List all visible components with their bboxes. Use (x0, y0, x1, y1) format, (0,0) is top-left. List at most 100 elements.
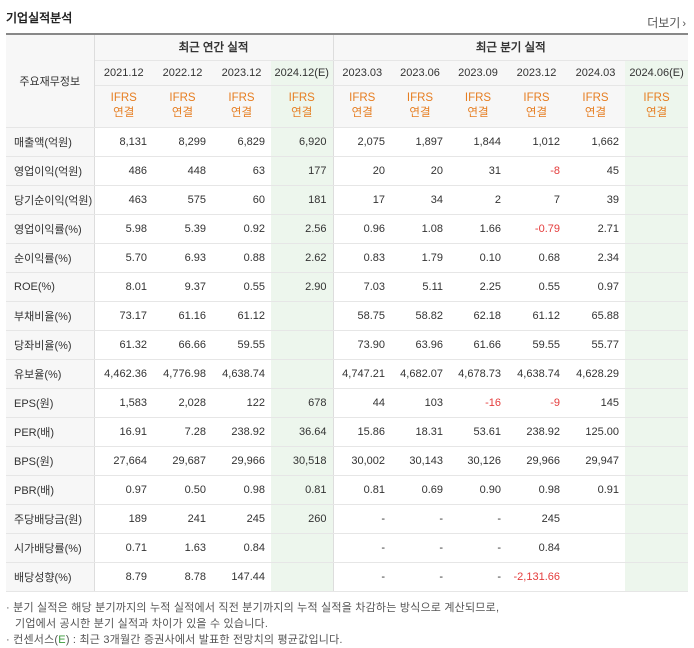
note-line: 기업에서 공시한 분기 실적과 차이가 있을 수 있습니다. (15, 618, 269, 630)
section-title: 기업실적분석 (6, 11, 73, 25)
table-cell: 0.98 (212, 475, 271, 505)
row-header-label: 주요재무정보 (6, 33, 95, 128)
table-cell: 39 (566, 185, 625, 215)
table-cell: 0.97 (566, 272, 625, 302)
period-header: 2024.06(E) (625, 60, 689, 86)
table-cell: 245 (212, 503, 271, 534)
table-cell: 61.12 (507, 300, 566, 331)
table-cell: - (333, 503, 391, 534)
row-label: 매출액(억원) (6, 127, 95, 157)
table-cell: 0.10 (449, 243, 507, 273)
ifrs-text: IFRS (110, 92, 137, 104)
table-cell: -2,131.66 (507, 562, 566, 592)
table-cell: 0.84 (212, 533, 271, 563)
table-row: 당좌비율(%) 61.32 66.66 59.55 73.90 63.96 61.66 59.… (6, 330, 689, 360)
row-label: 순이익률(%) (6, 243, 95, 273)
table-cell: 2,028 (153, 387, 212, 418)
table-cell: 0.71 (94, 533, 153, 563)
table-cell: - (333, 562, 391, 592)
table-cell: - (449, 503, 507, 534)
table-cell: 17 (333, 185, 391, 215)
table-cell: 238.92 (212, 417, 271, 447)
table-cell: 58.82 (391, 300, 449, 331)
period-header: 2022.12 (153, 60, 212, 86)
table-cell: 4,776.98 (153, 359, 212, 389)
table-cell: 53.61 (449, 417, 507, 447)
table-cell: 5.11 (391, 272, 449, 302)
table-cell: 4,462.36 (94, 359, 153, 389)
table-cell: 4,628.29 (566, 359, 625, 389)
table-cell: 8,299 (153, 127, 212, 157)
consolidated-text: 연결 (525, 107, 548, 119)
period-header: 2023.12 (212, 60, 271, 86)
period-header: 2023.03 (333, 60, 391, 86)
table-cell: 103 (391, 387, 449, 418)
table-cell: 8,131 (94, 127, 153, 157)
table-cell (625, 330, 689, 360)
table-cell: 61.12 (212, 300, 271, 331)
table-cell: 245 (507, 503, 566, 534)
table-cell: 61.16 (153, 300, 212, 331)
table-cell (625, 562, 689, 592)
group-annual: 최근 연간 실적 (94, 33, 334, 61)
table-cell: 181 (271, 185, 334, 215)
consolidated-text: 연결 (351, 107, 373, 119)
table-cell: -8 (507, 156, 566, 186)
table-body: 매출액(억원) 8,131 8,299 6,829 6,920 2,075 1,897 1,8… (6, 127, 689, 592)
table-cell: - (391, 533, 449, 563)
table-cell: 9.37 (153, 272, 212, 302)
table-cell: 31 (449, 156, 507, 186)
note-line: · 컨센서스(E) : 최근 3개월간 증권사에서 발표한 전망치의 평균값입니… (6, 632, 499, 648)
table-row: 주당배당금(원) 189 241 245 260- - -245 (6, 503, 689, 534)
table-cell: 30,002 (333, 446, 391, 476)
ifrs-text: IFRS (169, 92, 196, 104)
table-cell: 2.71 (566, 213, 625, 244)
table-cell: 4,678.73 (449, 359, 507, 389)
ifrs-text: IFRS (406, 92, 434, 104)
table-cell: 1.79 (391, 243, 449, 273)
ifrs-label: IFRS 연결 (507, 85, 566, 128)
ifrs-label: IFRS 연결 (212, 85, 271, 128)
table-cell: 1,897 (391, 127, 449, 157)
table-cell: 177 (271, 156, 334, 186)
table-cell (271, 533, 334, 563)
table-cell: 189 (94, 503, 153, 534)
table-cell: 8.79 (94, 562, 153, 592)
table-cell: 147.44 (212, 562, 271, 592)
table-cell: 61.66 (449, 330, 507, 360)
table-row: 순이익률(%) 5.70 6.93 0.88 2.62 0.83 1.79 0.10 0.68 2… (6, 243, 689, 273)
table-cell (271, 562, 334, 592)
table-cell: 1.08 (391, 213, 449, 244)
table-cell: -16 (449, 387, 507, 418)
table-cell: - (449, 562, 507, 592)
table-cell: 241 (153, 503, 212, 534)
table-cell: 30,126 (449, 446, 507, 476)
row-label: 배당성향(%) (6, 562, 95, 592)
table-cell (625, 475, 689, 505)
table-cell: 58.75 (333, 300, 391, 331)
table-cell (625, 446, 689, 476)
table-cell (566, 562, 625, 592)
ifrs-text: IFRS (349, 92, 376, 104)
ifrs-label: IFRS 연결 (625, 85, 689, 128)
more-link[interactable]: 더보기 › (647, 14, 686, 31)
table-cell (625, 417, 689, 447)
note-text: ) : 최근 3개월간 증권사에서 발표한 전망치의 평균값입니다. (65, 634, 343, 646)
table-cell (271, 330, 334, 360)
table-cell: 1.66 (449, 213, 507, 244)
table-cell (625, 156, 689, 186)
note-text: · 컨센서스( (6, 634, 59, 646)
period-header: 2021.12 (94, 60, 153, 86)
table-cell: 0.55 (507, 272, 566, 302)
table-cell: 145 (566, 387, 625, 418)
ifrs-text: IFRS (464, 92, 492, 104)
footnotes: · 분기 실적은 해당 분기까지의 누적 실적에서 직전 분기까지의 누적 실적… (6, 600, 499, 648)
period-header-row: 2021.12 2022.12 2023.12 2024.12(E) 2023.03 20… (6, 60, 689, 86)
note-line: · 분기 실적은 해당 분기까지의 누적 실적에서 직전 분기까지의 누적 실적… (6, 602, 500, 614)
ifrs-label: IFRS 연결 (566, 85, 625, 128)
table-cell: 18.31 (391, 417, 449, 447)
ifrs-text: IFRS (228, 92, 255, 104)
table-cell: 62.18 (449, 300, 507, 331)
ifrs-text: IFRS (523, 92, 550, 104)
table-cell: 0.68 (507, 243, 566, 273)
